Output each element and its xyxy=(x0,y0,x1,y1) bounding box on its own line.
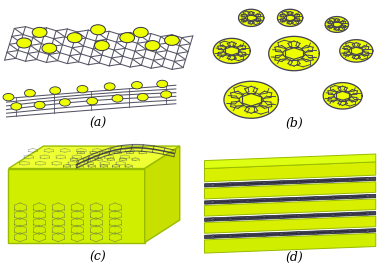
Polygon shape xyxy=(205,233,376,253)
Circle shape xyxy=(279,215,284,218)
Circle shape xyxy=(365,212,369,215)
Circle shape xyxy=(165,35,180,45)
Circle shape xyxy=(16,38,31,48)
Circle shape xyxy=(314,214,318,217)
Circle shape xyxy=(77,85,88,93)
Circle shape xyxy=(11,103,22,110)
Circle shape xyxy=(340,40,373,62)
Circle shape xyxy=(213,38,250,64)
Polygon shape xyxy=(205,182,376,199)
Circle shape xyxy=(262,182,267,184)
Polygon shape xyxy=(205,194,376,204)
Circle shape xyxy=(348,213,352,216)
Circle shape xyxy=(245,182,249,185)
Circle shape xyxy=(279,198,284,201)
Circle shape xyxy=(224,81,278,118)
Circle shape xyxy=(331,213,335,216)
Polygon shape xyxy=(9,168,145,242)
Circle shape xyxy=(145,41,160,51)
Circle shape xyxy=(279,233,284,235)
Circle shape xyxy=(262,233,267,236)
Polygon shape xyxy=(205,162,376,182)
Circle shape xyxy=(157,80,168,88)
Circle shape xyxy=(104,83,115,90)
Circle shape xyxy=(278,9,303,26)
Circle shape xyxy=(245,199,249,202)
Circle shape xyxy=(228,217,232,220)
Circle shape xyxy=(296,197,301,201)
Circle shape xyxy=(91,25,105,35)
Circle shape xyxy=(211,184,215,187)
Circle shape xyxy=(348,178,352,181)
Circle shape xyxy=(262,216,267,219)
Circle shape xyxy=(228,200,232,203)
Circle shape xyxy=(42,43,57,53)
Polygon shape xyxy=(9,146,180,168)
Circle shape xyxy=(161,91,172,98)
Circle shape xyxy=(87,97,98,105)
Circle shape xyxy=(325,17,348,32)
Polygon shape xyxy=(205,199,376,216)
Circle shape xyxy=(348,230,352,233)
Circle shape xyxy=(50,87,61,94)
Circle shape xyxy=(314,197,318,200)
Circle shape xyxy=(314,231,318,234)
Circle shape xyxy=(323,83,362,109)
Circle shape xyxy=(314,180,318,183)
Circle shape xyxy=(228,234,232,237)
Text: (d): (d) xyxy=(285,251,303,264)
Polygon shape xyxy=(205,216,376,233)
Circle shape xyxy=(331,230,335,233)
Circle shape xyxy=(133,28,148,37)
Circle shape xyxy=(348,195,352,198)
Circle shape xyxy=(211,235,215,238)
Circle shape xyxy=(32,28,47,37)
Circle shape xyxy=(296,180,301,183)
Polygon shape xyxy=(145,146,180,242)
Text: (b): (b) xyxy=(285,117,303,130)
Circle shape xyxy=(296,232,301,235)
Circle shape xyxy=(365,229,369,232)
Circle shape xyxy=(296,215,301,218)
Circle shape xyxy=(331,179,335,182)
Circle shape xyxy=(269,36,319,71)
Circle shape xyxy=(67,33,82,43)
Circle shape xyxy=(60,99,71,106)
Circle shape xyxy=(279,181,284,184)
Circle shape xyxy=(228,183,232,186)
Circle shape xyxy=(245,234,249,237)
Polygon shape xyxy=(205,154,376,168)
Text: (a): (a) xyxy=(89,117,107,130)
Circle shape xyxy=(211,218,215,221)
Polygon shape xyxy=(205,229,376,238)
Circle shape xyxy=(120,33,134,43)
Circle shape xyxy=(365,195,369,198)
Circle shape xyxy=(131,81,142,89)
Circle shape xyxy=(137,93,148,101)
Circle shape xyxy=(262,199,267,202)
Circle shape xyxy=(239,9,264,26)
Circle shape xyxy=(3,93,14,101)
Polygon shape xyxy=(205,211,376,221)
Text: (c): (c) xyxy=(90,251,106,264)
Circle shape xyxy=(365,178,369,180)
Circle shape xyxy=(94,41,109,51)
Circle shape xyxy=(34,101,45,109)
Circle shape xyxy=(112,95,123,102)
Circle shape xyxy=(211,201,215,204)
Circle shape xyxy=(331,196,335,199)
Polygon shape xyxy=(205,177,376,187)
Circle shape xyxy=(245,217,249,219)
Circle shape xyxy=(24,89,35,97)
